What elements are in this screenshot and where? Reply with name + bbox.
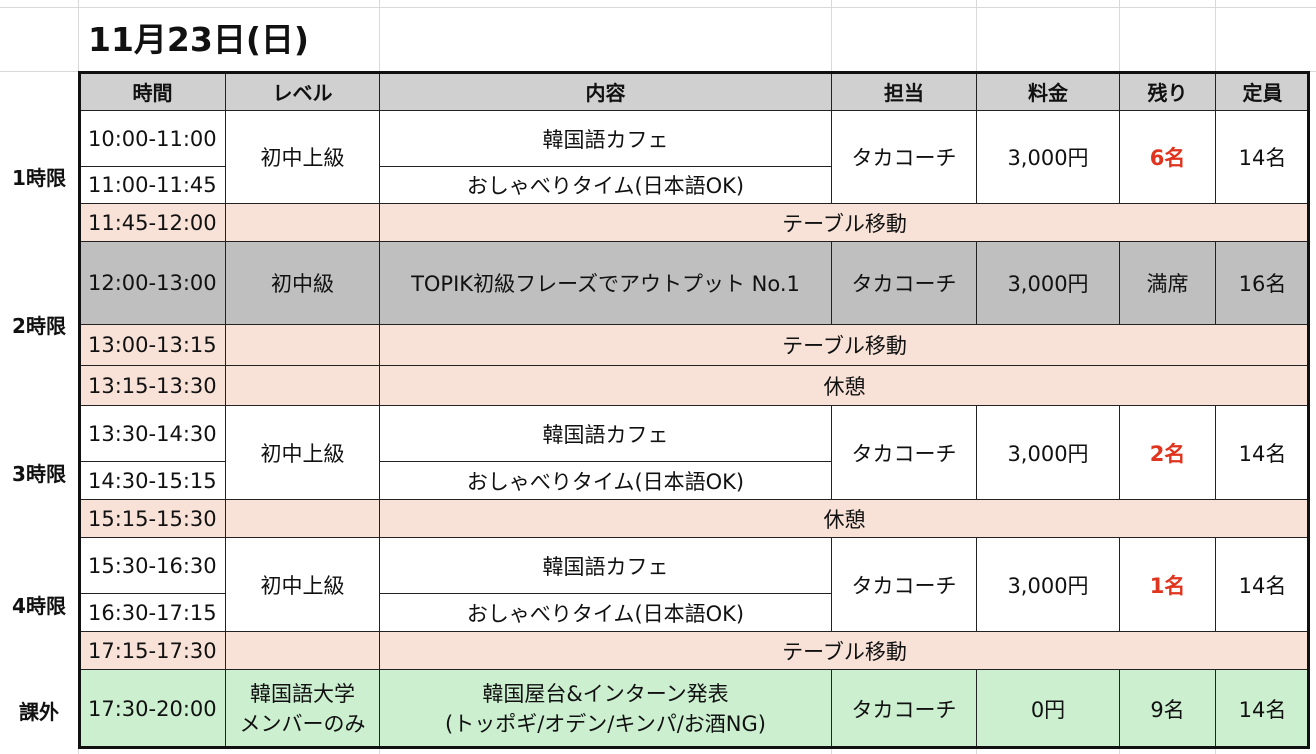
empty-cell [225,499,380,538]
period-label-4: 4時限 [12,593,66,618]
break-label: 休憩 [379,365,1310,406]
table-row: 12:00-13:00 初中級 TOPIK初級フレーズでアウトプット No.1 … [79,241,1310,325]
content-cell: 韓国屋台&インターン発表 (トッポギ/オデン/キンパ/お酒NG) [379,669,832,748]
teacher-cell: タカコーチ [831,537,977,632]
content-cell: おしゃべりタイム(日本語OK) [379,461,832,500]
break-label: 休憩 [379,499,1310,538]
break-row: 11:45-12:00 テーブル移動 [79,203,1310,242]
break-row: 13:00-13:15 テーブル移動 [79,324,1310,366]
level-cell: 韓国語大学 メンバーのみ [225,669,380,748]
table-row: 14:30-15:15 おしゃべりタイム(日本語OK) [79,461,1310,500]
content-line: (トッポギ/オデン/キンパ/お酒NG) [445,711,766,736]
capacity-cell: 16名 [1215,241,1310,325]
time-cell: 13:15-13:30 [79,365,226,406]
remaining-cell: 1名 [1119,537,1216,632]
empty-cell [225,365,380,406]
remaining-cell: 満席 [1119,241,1216,325]
teacher-cell: タカコーチ [831,669,977,748]
content-cell: おしゃべりタイム(日本語OK) [379,593,832,632]
break-label: テーブル移動 [379,203,1310,242]
period-label-3: 3時限 [12,461,66,486]
time-cell: 14:30-15:15 [79,461,226,500]
level-line: メンバーのみ [239,711,366,736]
time-cell: 15:15-15:30 [79,499,226,538]
capacity-cell: 14名 [1215,405,1310,500]
capacity-cell: 14名 [1215,537,1310,632]
content-cell: 韓国語カフェ [379,537,832,594]
fee-cell: 3,000円 [976,110,1120,204]
time-cell: 10:00-11:00 [79,110,226,167]
fee-cell: 3,000円 [976,405,1120,500]
table-row: 17:30-20:00 韓国語大学 メンバーのみ 韓国屋台&インターン発表 (ト… [79,669,1310,748]
header-time: 時間 [79,72,226,111]
content-cell: 韓国語カフェ [379,405,832,462]
table-row: 13:30-14:30 初中上級 韓国語カフェ タカコーチ 3,000円 2名 … [79,405,1310,500]
break-row: 17:15-17:30 テーブル移動 [79,631,1310,670]
content-line: 韓国屋台&インターン発表 [482,681,729,706]
header-level: レベル [225,72,380,111]
header-capacity: 定員 [1215,72,1310,111]
level-cell: 初中上級 [225,110,380,204]
level-line: 韓国語大学 [250,681,355,706]
capacity-cell: 14名 [1215,669,1310,748]
table-row: 11:00-11:45 おしゃべりタイム(日本語OK) [79,166,1310,204]
break-label: テーブル移動 [379,324,1310,366]
remaining-cell: 6名 [1119,110,1216,204]
content-cell: TOPIK初級フレーズでアウトプット No.1 [379,241,832,325]
break-label: テーブル移動 [379,631,1310,670]
teacher-cell: タカコーチ [831,405,977,500]
level-cell: 初中級 [225,241,380,325]
period-label-2: 2時限 [12,313,66,338]
content-cell: おしゃべりタイム(日本語OK) [379,166,832,204]
remaining-cell: 2名 [1119,405,1216,500]
time-cell: 17:30-20:00 [79,669,226,748]
break-row: 15:15-15:30 休憩 [79,499,1310,538]
time-cell: 11:00-11:45 [79,166,226,204]
remaining-cell: 9名 [1119,669,1216,748]
time-cell: 16:30-17:15 [79,593,226,632]
teacher-cell: タカコーチ [831,110,977,204]
empty-cell [225,631,380,670]
schedule-table: 時間 レベル 内容 担当 料金 残り 定員 10:00-11:00 初中上級 韓… [79,72,1310,748]
teacher-cell: タカコーチ [831,241,977,325]
header-content: 内容 [379,72,832,111]
period-label-extra: 課外 [19,699,59,724]
period-label-1: 1時限 [12,165,66,190]
time-cell: 13:30-14:30 [79,405,226,462]
time-cell: 13:00-13:15 [79,324,226,366]
header-row: 時間 レベル 内容 担当 料金 残り 定員 [79,72,1310,111]
fee-cell: 3,000円 [976,537,1120,632]
time-cell: 15:30-16:30 [79,537,226,594]
empty-cell [225,203,380,242]
empty-cell [225,324,380,366]
header-remaining: 残り [1119,72,1216,111]
time-cell: 11:45-12:00 [79,203,226,242]
fee-cell: 0円 [976,669,1120,748]
page-title: 11月23日(日) [88,20,310,59]
level-cell: 初中上級 [225,405,380,500]
break-row: 13:15-13:30 休憩 [79,365,1310,406]
header-fee: 料金 [976,72,1120,111]
time-cell: 12:00-13:00 [79,241,226,325]
capacity-cell: 14名 [1215,110,1310,204]
header-teacher: 担当 [831,72,977,111]
fee-cell: 3,000円 [976,241,1120,325]
table-row: 10:00-11:00 初中上級 韓国語カフェ タカコーチ 3,000円 6名 … [79,110,1310,204]
time-cell: 17:15-17:30 [79,631,226,670]
content-cell: 韓国語カフェ [379,110,832,167]
table-row: 16:30-17:15 おしゃべりタイム(日本語OK) [79,593,1310,632]
table-row: 15:30-16:30 初中上級 韓国語カフェ タカコーチ 3,000円 1名 … [79,537,1310,632]
level-cell: 初中上級 [225,537,380,632]
